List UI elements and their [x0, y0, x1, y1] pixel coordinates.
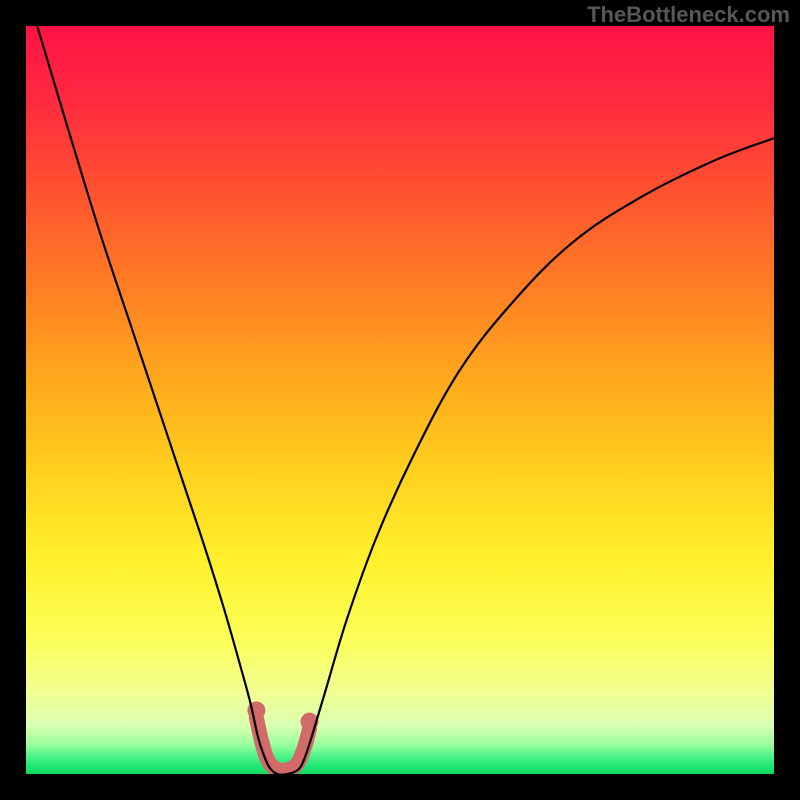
- plot-background: [26, 26, 774, 774]
- bottleneck-chart-svg: [0, 0, 800, 800]
- watermark-text: TheBottleneck.com: [587, 2, 790, 28]
- chart-stage: TheBottleneck.com: [0, 0, 800, 800]
